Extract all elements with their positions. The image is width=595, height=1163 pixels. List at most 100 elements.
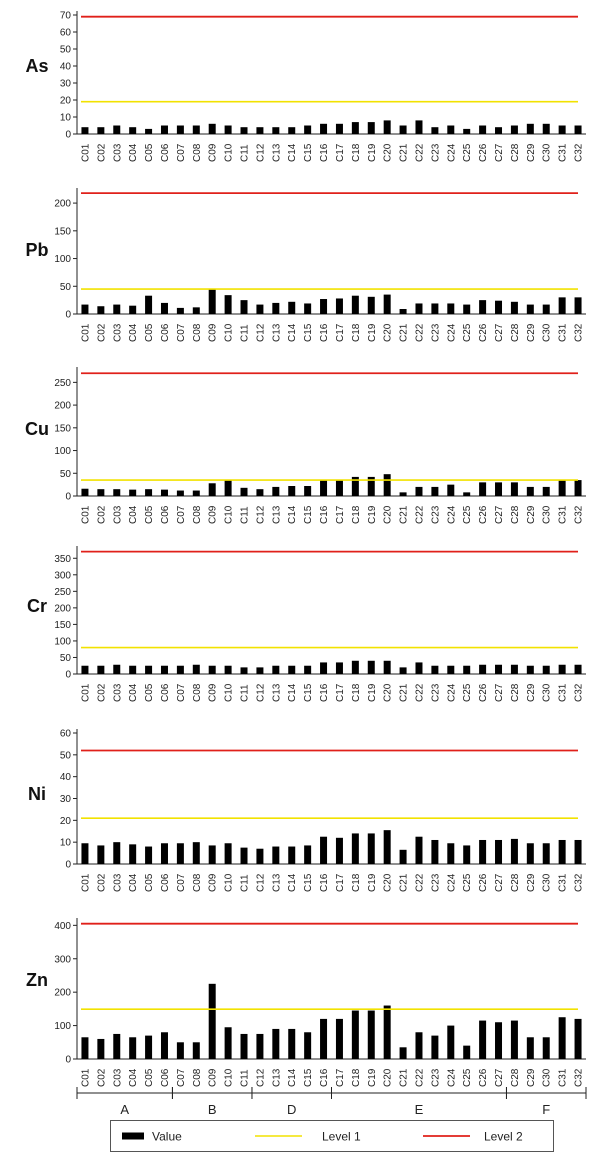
bar-c21 <box>399 667 407 674</box>
group-label: B <box>208 1102 217 1117</box>
x-tick-label: C02 <box>96 683 107 702</box>
x-tick-label: C16 <box>319 323 330 342</box>
x-tick-label: C28 <box>510 505 521 524</box>
x-tick-label: C01 <box>80 873 91 892</box>
x-tick-label: C25 <box>462 873 473 892</box>
x-tick-label: C06 <box>160 143 171 162</box>
legend-swatch-value <box>122 1132 144 1140</box>
bar-c18 <box>351 660 359 674</box>
bar-c13 <box>272 486 280 496</box>
x-tick-label: C03 <box>112 683 123 702</box>
y-tick-label: 70 <box>60 11 72 22</box>
group-label: F <box>542 1102 550 1117</box>
bar-c17 <box>335 123 343 134</box>
y-tick-label: 10 <box>60 113 72 124</box>
y-tick-label: 250 <box>54 587 71 598</box>
x-tick-label: C17 <box>335 505 346 524</box>
x-tick-label: C21 <box>399 505 410 524</box>
bar-c08 <box>192 1042 200 1059</box>
x-tick-label: C30 <box>542 505 553 524</box>
x-tick-label: C06 <box>160 505 171 524</box>
x-tick-label: C28 <box>510 683 521 702</box>
x-tick-label: C24 <box>446 873 457 892</box>
x-tick-label: C07 <box>176 143 187 162</box>
panel-element-label: Cr <box>27 596 47 616</box>
bar-c26 <box>479 839 487 864</box>
bar-c08 <box>192 125 200 134</box>
bar-c22 <box>415 486 423 496</box>
x-tick-label: C19 <box>367 1068 378 1087</box>
bar-c29 <box>526 665 534 674</box>
x-tick-label: C23 <box>430 1068 441 1087</box>
bar-c09 <box>208 665 216 674</box>
bar-c07 <box>176 490 184 496</box>
x-tick-label: C12 <box>255 323 266 342</box>
bar-c23 <box>431 486 439 496</box>
y-tick-label: 250 <box>54 378 71 389</box>
y-tick-label: 30 <box>60 79 72 90</box>
bar-c31 <box>558 1017 566 1059</box>
x-tick-label: C27 <box>494 1068 505 1087</box>
bar-c20 <box>383 830 391 864</box>
bar-c26 <box>479 664 487 674</box>
bar-c25 <box>463 492 471 496</box>
bar-c05 <box>145 665 153 674</box>
bar-c11 <box>240 300 248 314</box>
x-tick-label: C19 <box>367 683 378 702</box>
x-tick-label: C15 <box>303 1068 314 1087</box>
y-tick-label: 10 <box>60 838 72 849</box>
bar-c27 <box>495 1022 503 1059</box>
bar-c26 <box>479 300 487 314</box>
bar-c14 <box>288 846 296 864</box>
x-tick-label: C02 <box>96 505 107 524</box>
x-tick-label: C29 <box>526 683 537 702</box>
y-tick-label: 60 <box>60 28 72 39</box>
x-tick-label: C10 <box>224 1068 235 1087</box>
x-tick-label: C01 <box>80 1068 91 1087</box>
bar-c13 <box>272 127 280 134</box>
bar-c13 <box>272 665 280 674</box>
x-tick-label: C08 <box>192 873 203 892</box>
x-tick-label: C14 <box>287 505 298 524</box>
y-tick-label: 0 <box>65 492 71 503</box>
y-tick-label: 60 <box>60 729 72 740</box>
x-tick-label: C08 <box>192 323 203 342</box>
bar-c20 <box>383 474 391 496</box>
bar-c14 <box>288 1028 296 1059</box>
bar-c31 <box>558 297 566 314</box>
x-tick-label: C25 <box>462 683 473 702</box>
y-tick-label: 0 <box>65 310 71 321</box>
x-tick-label: C10 <box>224 505 235 524</box>
bar-c01 <box>81 127 89 134</box>
bar-c26 <box>479 482 487 496</box>
x-tick-label: C29 <box>526 1068 537 1087</box>
legend-label-level2: Level 2 <box>484 1130 523 1144</box>
bar-c26 <box>479 125 487 134</box>
bar-c27 <box>495 664 503 674</box>
bar-c24 <box>447 303 455 314</box>
bar-c28 <box>510 301 518 314</box>
bar-c02 <box>97 306 105 314</box>
x-tick-label: C03 <box>112 143 123 162</box>
bar-c29 <box>526 486 534 496</box>
x-tick-label: C30 <box>542 1068 553 1087</box>
bar-c16 <box>320 836 328 864</box>
y-tick-label: 0 <box>65 860 71 871</box>
bar-c20 <box>383 660 391 674</box>
bar-c06 <box>160 302 168 314</box>
x-tick-label: C08 <box>192 143 203 162</box>
x-tick-label: C18 <box>351 505 362 524</box>
bar-c07 <box>176 307 184 314</box>
x-tick-label: C30 <box>542 323 553 342</box>
y-tick-label: 300 <box>54 954 71 965</box>
bar-c21 <box>399 492 407 496</box>
bar-c02 <box>97 1038 105 1059</box>
bar-c30 <box>542 665 550 674</box>
bar-c22 <box>415 120 423 134</box>
x-tick-label: C06 <box>160 873 171 892</box>
bar-c32 <box>574 1018 582 1059</box>
x-tick-label: C04 <box>128 1068 139 1087</box>
bar-c08 <box>192 664 200 674</box>
x-tick-label: C24 <box>446 683 457 702</box>
